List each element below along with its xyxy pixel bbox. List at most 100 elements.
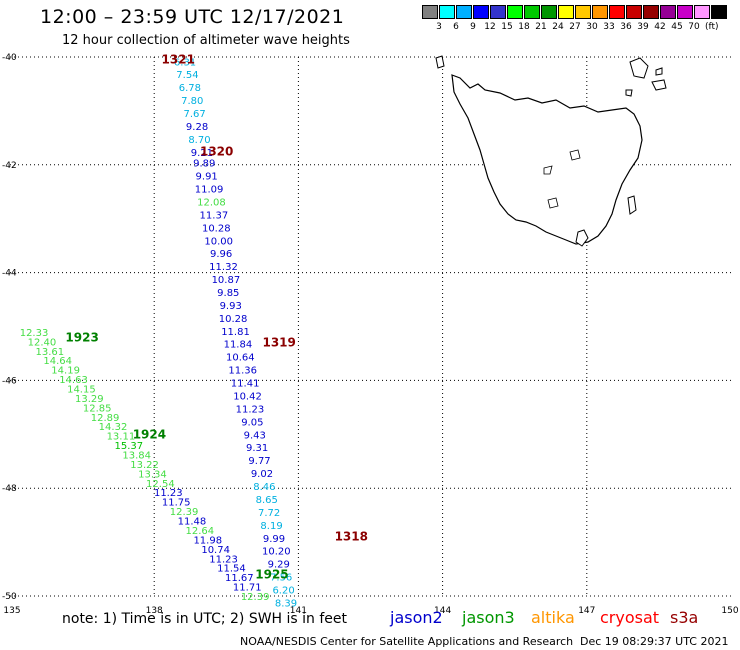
- wave-height-value: 9.31: [246, 443, 268, 454]
- wave-height-value: 8.19: [260, 521, 282, 532]
- lake-1: [569, 149, 581, 161]
- latitude-label: -50: [2, 592, 17, 602]
- legend-swatch: [643, 5, 659, 19]
- wave-height-value: 12.39: [170, 507, 199, 518]
- wave-height-value: 11.84: [224, 340, 253, 351]
- lake-2: [543, 165, 553, 175]
- pass-label: 1320: [200, 144, 233, 158]
- wave-height-value: 9.29: [268, 560, 290, 571]
- wave-height-value: 10.42: [233, 391, 262, 402]
- wave-height-value: 12.85: [83, 403, 112, 414]
- flinders-island: [629, 57, 649, 79]
- pass-label: 1923: [65, 330, 98, 344]
- legend-swatch: [609, 5, 625, 19]
- legend-unit: (ft): [705, 22, 719, 32]
- wave-height-value: 11.75: [162, 498, 191, 509]
- legend-swatch: [456, 5, 472, 19]
- mission-cryosat: cryosat: [600, 608, 660, 627]
- longitude-label: 135: [3, 606, 20, 616]
- legend-tick: 3: [436, 22, 442, 32]
- latitude-label: -42: [2, 161, 17, 171]
- legend-tick: 15: [501, 22, 513, 32]
- lake-3: [547, 197, 559, 209]
- wave-height-value: 11.23: [236, 404, 265, 415]
- wave-height-value: 9.89: [193, 159, 215, 170]
- wave-height-value: 14.64: [43, 356, 72, 367]
- pass-label: 1925: [255, 567, 288, 581]
- wave-height-value: 11.23: [154, 488, 183, 499]
- cape-barren-island: [651, 79, 667, 91]
- longitude-label: 147: [578, 606, 595, 616]
- wave-height-value: 13.84: [122, 451, 151, 462]
- legend-tick: 42: [654, 22, 666, 32]
- longitude-label: 150: [721, 606, 738, 616]
- wave-height-value: 9.85: [217, 288, 239, 299]
- wave-height-value: 11.54: [217, 564, 246, 575]
- legend-tick: 18: [518, 22, 530, 32]
- wave-height-value: 6.20: [272, 586, 294, 597]
- wave-height-value: 13.11: [107, 432, 136, 443]
- wave-height-value: 12.39: [241, 592, 270, 603]
- wave-height-value: 15.37: [114, 441, 143, 452]
- wave-height-value: 12.40: [28, 337, 57, 348]
- generation-timestamp: Dec 19 08:29:37 UTC 2021: [580, 635, 729, 648]
- wave-height-value: 8.65: [256, 495, 278, 506]
- legend-tick: 6: [453, 22, 459, 32]
- legend-tick: 33: [603, 22, 615, 32]
- wave-height-value: 10.64: [226, 353, 255, 364]
- wave-height-value: 10.87: [212, 275, 241, 286]
- king-island: [435, 55, 445, 69]
- wave-height-value: 11.98: [193, 535, 222, 546]
- latitude-label: -44: [2, 269, 17, 279]
- pass-labels: 1321 1320 1319 1318 1923 1924 1925: [65, 53, 368, 582]
- legend-swatch: [473, 5, 489, 19]
- latitude-label: -48: [2, 484, 17, 494]
- longitude-label: 141: [290, 606, 307, 616]
- wave-height-value: 12.08: [197, 197, 226, 208]
- mission-jason2: jason2: [390, 608, 443, 627]
- wave-height-value: 14.32: [99, 422, 128, 433]
- wave-height-value: 7.80: [181, 96, 203, 107]
- wave-height-value: 8.46: [253, 482, 275, 493]
- legend-swatch: [677, 5, 693, 19]
- pass-label: 1321: [162, 53, 195, 67]
- legend-swatch: [694, 5, 710, 19]
- legend-tick: 21: [535, 22, 547, 32]
- pass-label: 1924: [133, 427, 166, 441]
- pass-label: 1318: [335, 530, 368, 544]
- map-title: 12:00 – 23:59 UTC 12/17/2021: [40, 6, 345, 28]
- wave-height-value: 11.09: [195, 185, 224, 196]
- wave-height-value: 9.02: [251, 469, 273, 480]
- legend-swatch: [626, 5, 642, 19]
- latitude-label: -40: [2, 53, 17, 63]
- wave-height-value: 6.78: [179, 83, 201, 94]
- mission-altika: altika: [531, 608, 575, 627]
- legend-swatch: [524, 5, 540, 19]
- small-islet-1: [655, 67, 663, 76]
- wave-height-value: 9.21: [191, 148, 213, 159]
- legend-swatch: [592, 5, 608, 19]
- legend-swatch: [422, 5, 438, 19]
- wave-height-value: 13.34: [138, 469, 167, 480]
- wave-height-value: 9.93: [220, 301, 242, 312]
- wave-height-value: 10.28: [202, 223, 231, 234]
- legend-tick: 70: [688, 22, 700, 32]
- legend-tick: 9: [470, 22, 476, 32]
- pass-label: 1319: [262, 336, 295, 350]
- wave-height-value: 11.36: [228, 366, 257, 377]
- wave-height-value: 7.54: [176, 70, 198, 81]
- wave-height-value: 13.61: [36, 347, 65, 358]
- wave-height-value: 7.56: [270, 573, 292, 584]
- wave-height-value: 14.63: [59, 375, 88, 386]
- legend-swatch: [575, 5, 591, 19]
- mission-jason3: jason3: [462, 608, 515, 627]
- wave-height-value: 10.20: [262, 547, 291, 558]
- mission-s3a: s3a: [670, 608, 699, 627]
- wave-height-value: 12.64: [186, 526, 215, 537]
- wave-height-value: 9.91: [196, 172, 218, 183]
- legend-tick: 24: [552, 22, 564, 32]
- wave-height-value: 8.39: [275, 598, 297, 609]
- legend-swatch: [660, 5, 676, 19]
